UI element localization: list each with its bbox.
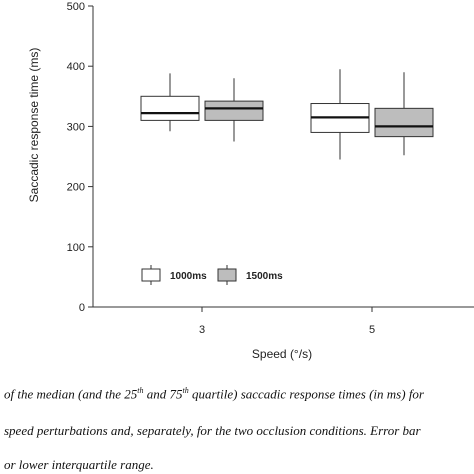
box-plot-chart: 0 100 200 300 400 500 3 5 1000ms 1500ms Saccadic … (27, 1, 474, 361)
caption-text: or lower interquartile range. (4, 457, 154, 472)
box-iqr (204, 100, 264, 121)
y-tick-label: 300 (67, 121, 85, 133)
y-tick-label: 500 (67, 1, 85, 13)
caption-text: quartile) saccadic response times (in ms… (188, 386, 424, 402)
legend-swatch (141, 268, 161, 282)
figure-caption-line-2: speed perturbations and, separately, for… (4, 423, 474, 439)
caption-text: and 75 (143, 386, 183, 402)
box-iqr (374, 107, 434, 138)
caption-superscript: th (182, 386, 189, 395)
figure-caption-line-3: or lower interquartile range. (4, 457, 474, 473)
y-tick-label: 100 (67, 242, 85, 254)
box-iqr (140, 95, 200, 121)
figure-caption-line-1: of the median (and the 25th and 75th qua… (4, 386, 474, 402)
y-tick-label: 200 (67, 182, 85, 194)
x-tick-label: 5 (369, 324, 375, 336)
legend-swatch (217, 268, 237, 282)
y-tick-label: 400 (67, 61, 85, 73)
legend-label: 1000ms (170, 271, 207, 282)
x-axis-label: Speed (°/s) (252, 347, 312, 361)
caption-text: of the median (and the 25 (4, 386, 138, 402)
legend-label: 1500ms (246, 271, 283, 282)
caption-text: speed perturbations and, separately, for… (4, 423, 421, 438)
x-tick-label: 3 (199, 324, 205, 336)
y-tick-label: 0 (79, 302, 85, 314)
y-axis-label: Saccadic response time (ms) (27, 48, 41, 203)
caption-superscript: th (137, 386, 144, 395)
plot-area: 0 100 200 300 400 500 3 5 1000ms 1500ms (67, 1, 474, 336)
